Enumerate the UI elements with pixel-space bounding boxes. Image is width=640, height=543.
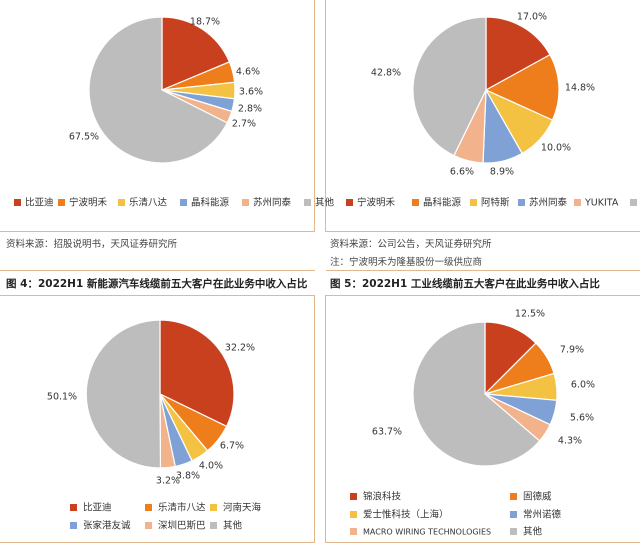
- pie-slice-3-6: [85, 319, 162, 469]
- legend-swatch-2-4: [518, 199, 525, 206]
- divider-rule-left: [0, 270, 315, 271]
- legend-label-4-2: 固德威: [523, 491, 552, 503]
- legend-swatch-4-5: [350, 528, 357, 535]
- legend-label-1-6: 其他: [315, 197, 335, 209]
- legend-label-1-5: 苏州同泰: [253, 197, 292, 209]
- legend-1: 比亚迪 宁波明禾 乐清八达 晶科能源 苏州同泰 其他: [14, 197, 335, 209]
- data-label-3-2: 6.7%: [220, 441, 244, 452]
- legend-swatch-2-3: [470, 199, 477, 206]
- figure-title-5: 图 5：2022H1 工业线缆前五大客户在此业务中收入占比: [330, 278, 600, 290]
- data-label-3-1: 32.2%: [225, 343, 255, 354]
- legend-label-4-1: 锦浪科技: [363, 491, 402, 503]
- legend-2: 宁波明禾晶科能源阿特斯苏州同泰YUKITA其他: [346, 197, 637, 209]
- legend-label-1-4: 晶科能源: [191, 197, 230, 209]
- legend-swatch-2-5: [574, 199, 581, 206]
- pie-chart-2: 17.0% 14.8% 10.0% 8.9% 6.6% 42.8%: [371, 12, 595, 178]
- legend-label-2-3: 阿特斯: [481, 197, 510, 209]
- legend-label-1-2: 宁波明禾: [69, 197, 108, 209]
- data-label-3-3: 4.0%: [199, 461, 223, 472]
- legend-swatch-4-3: [350, 511, 357, 518]
- data-label-1-2: 4.6%: [236, 67, 260, 78]
- legend-label-2-5: YUKITA: [584, 198, 619, 209]
- legend-swatch-2-2: [412, 199, 419, 206]
- legend-swatch-1-1: [14, 199, 21, 206]
- figure-title-4: 图 4：2022H1 新能源汽车线缆前五大客户在此业务中收入占比: [6, 278, 308, 290]
- data-label-3-6: 50.1%: [47, 392, 77, 403]
- data-label-1-4: 2.8%: [238, 104, 262, 115]
- pie-chart-3: 32.2% 6.7% 4.0%3.8%3.2% 50.1%: [47, 319, 255, 487]
- legend-swatch-1-2: [58, 199, 65, 206]
- legend-swatch-4-4: [510, 511, 517, 518]
- data-label-2-1: 17.0%: [517, 12, 547, 23]
- legend-label-3-3: 河南天海: [223, 502, 262, 514]
- data-label-2-4: 8.9%: [490, 167, 514, 178]
- data-label-3-4: 3.8%: [176, 471, 200, 482]
- pie-slice-2-6: [412, 16, 487, 157]
- legend-swatch-1-6: [304, 199, 311, 206]
- pie-slice-1-1: [161, 16, 231, 91]
- legend-swatch-3-4: [70, 522, 77, 529]
- legend-swatch-4-6: [510, 528, 517, 535]
- data-label-2-6: 42.8%: [371, 68, 401, 79]
- pie-slice-1-6: [88, 16, 228, 164]
- legend-swatch-2-1: [346, 199, 353, 206]
- data-label-2-5: 6.6%: [450, 167, 474, 178]
- pie-slice-2-1: [485, 16, 551, 92]
- pie-chart-4: 12.5% 7.9% 6.0% 5.6% 4.3% 63.7%: [372, 309, 595, 467]
- footnote-2: 注：宁波明禾为隆基股份一级供应商: [330, 257, 483, 268]
- legend-swatch-4-1: [350, 493, 357, 500]
- data-label-1-5: 2.7%: [232, 119, 256, 130]
- legend-label-1-3: 乐清八达: [129, 197, 168, 209]
- data-label-1-1: 18.7%: [190, 17, 220, 28]
- legend-swatch-3-6: [210, 522, 217, 529]
- data-label-1-3: 3.6%: [239, 87, 263, 98]
- chart-panel-1: [0, 0, 315, 232]
- pie-slice-2-2: [484, 53, 560, 121]
- source-note-1: 资料来源：招股说明书，天风证券研究所: [6, 239, 178, 250]
- data-label-2-3: 10.0%: [541, 143, 571, 154]
- legend-label-2-2: 晶科能源: [423, 197, 462, 209]
- data-label-3-5: 3.2%: [156, 476, 180, 487]
- legend-label-4-5: MACRO WIRING TECHNOLOGIES: [363, 528, 491, 537]
- legend-swatch-2-6: [630, 199, 637, 206]
- legend-label-4-6: 其他: [523, 526, 543, 538]
- source-note-2: 资料来源：公司公告，天风证券研究所: [330, 239, 492, 250]
- legend-label-4-3: 爱士惟科技（上海）: [363, 509, 449, 521]
- data-label-4-1: 12.5%: [515, 309, 545, 320]
- legend-label-1-1: 比亚迪: [25, 197, 54, 209]
- legend-swatch-4-2: [510, 493, 517, 500]
- data-label-4-5: 4.3%: [558, 436, 582, 447]
- pie-slice-3-1: [159, 319, 235, 428]
- legend-label-4-4: 常州诺德: [523, 509, 562, 521]
- data-label-4-4: 5.6%: [570, 413, 594, 424]
- data-label-4-3: 6.0%: [571, 380, 595, 391]
- legend-swatch-1-4: [180, 199, 187, 206]
- legend-label-2-1: 宁波明禾: [357, 197, 396, 209]
- legend-label-3-2: 乐清市八达: [158, 502, 206, 514]
- legend-label-2-4: 苏州同泰: [529, 197, 568, 209]
- legend-label-3-1: 比亚迪: [83, 502, 112, 514]
- legend-swatch-3-2: [145, 504, 152, 511]
- legend-label-3-6: 其他: [223, 520, 243, 532]
- data-label-2-2: 14.8%: [565, 83, 595, 94]
- legend-swatch-3-3: [210, 504, 217, 511]
- data-label-1-6: 67.5%: [69, 132, 99, 143]
- chart-panel-2: [325, 0, 640, 232]
- legend-label-3-5: 深圳巴斯巴: [158, 520, 206, 532]
- data-label-4-2: 7.9%: [560, 345, 584, 356]
- legend-swatch-1-5: [242, 199, 249, 206]
- pie-slice-4-6: [412, 321, 541, 467]
- legend-swatch-3-1: [70, 504, 77, 511]
- legend-swatch-3-5: [145, 522, 152, 529]
- divider-rule-right: [326, 270, 640, 271]
- pie-chart-1: 18.7% 4.6% 3.6% 2.8% 2.7% 67.5%: [69, 16, 263, 164]
- legend-swatch-1-3: [118, 199, 125, 206]
- legend-label-3-4: 张家港友诚: [83, 520, 131, 532]
- data-label-4-6: 63.7%: [372, 427, 402, 438]
